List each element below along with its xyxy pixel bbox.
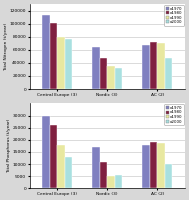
Bar bbox=[150, 142, 157, 188]
Bar bbox=[107, 66, 115, 89]
Bar bbox=[142, 145, 150, 188]
Bar bbox=[115, 68, 122, 89]
Bar bbox=[142, 45, 150, 89]
Legend: o1970, o1980, o1990, o2000: o1970, o1980, o1990, o2000 bbox=[164, 5, 184, 26]
Bar bbox=[100, 162, 107, 188]
Bar bbox=[42, 116, 50, 188]
Bar bbox=[50, 125, 57, 188]
Bar bbox=[65, 39, 72, 89]
Legend: o1970, o1980, o1990, o2000: o1970, o1980, o1990, o2000 bbox=[164, 104, 184, 125]
Bar bbox=[57, 37, 65, 89]
Bar bbox=[165, 164, 172, 188]
Bar bbox=[92, 47, 100, 89]
Bar bbox=[107, 176, 115, 188]
Bar bbox=[150, 42, 157, 89]
Bar bbox=[50, 23, 57, 89]
Bar bbox=[100, 58, 107, 89]
Bar bbox=[115, 175, 122, 188]
Bar bbox=[57, 145, 65, 188]
Y-axis label: Total Nitrogen (t/year): Total Nitrogen (t/year) bbox=[4, 23, 8, 71]
Bar bbox=[157, 43, 165, 89]
Bar bbox=[165, 58, 172, 89]
Y-axis label: Total Phosphorus (t/year): Total Phosphorus (t/year) bbox=[7, 119, 11, 173]
Bar bbox=[65, 157, 72, 188]
Bar bbox=[157, 143, 165, 188]
Bar bbox=[42, 15, 50, 89]
Bar bbox=[92, 147, 100, 188]
